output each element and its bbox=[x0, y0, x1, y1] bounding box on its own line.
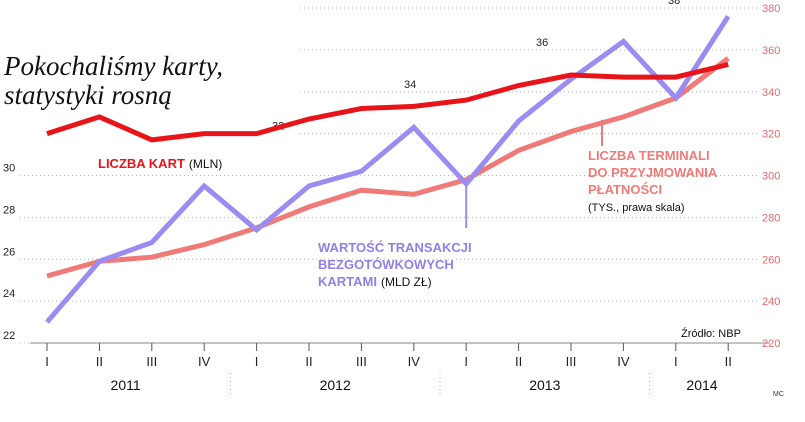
right-tick-label: 340 bbox=[762, 87, 780, 99]
terminals-label-3: PŁATNOŚCI bbox=[588, 182, 662, 197]
terminals-label-1: LICZBA TERMINALI bbox=[588, 148, 710, 163]
transactions-line bbox=[45, 15, 731, 324]
left-tick-label: 24 bbox=[3, 288, 15, 300]
left-tick-label: 38 bbox=[668, 0, 680, 7]
svg-text:LICZBA KART (MLN): LICZBA KART (MLN) bbox=[98, 155, 222, 172]
annotation-transactions: WARTOŚĆ TRANSAKCJI BEZGOTÓWKOWYCH KARTAM… bbox=[318, 240, 472, 290]
quarter-label: II bbox=[305, 354, 312, 369]
transactions-unit: (MLD ZŁ) bbox=[381, 275, 432, 289]
x-axis: I II III IV I II III IV I II III IV I II bbox=[45, 343, 732, 369]
right-axis-ticks: 220 240 260 280 300 320 340 360 380 bbox=[762, 3, 780, 350]
left-tick-label: 34 bbox=[404, 79, 416, 91]
left-tick-label: 28 bbox=[3, 204, 15, 216]
quarter-label: II bbox=[515, 354, 522, 369]
right-tick-label: 240 bbox=[762, 296, 780, 308]
right-tick-label: 300 bbox=[762, 171, 780, 183]
year-label: 2012 bbox=[320, 377, 351, 393]
leader-lines bbox=[465, 119, 603, 228]
left-tick-label: 22 bbox=[3, 330, 15, 342]
year-label: 2013 bbox=[529, 377, 560, 393]
quarter-label: I bbox=[45, 354, 49, 369]
year-label: 2011 bbox=[111, 377, 141, 393]
terminals-line bbox=[46, 56, 730, 279]
terminals-unit: (TYS., prawa skala) bbox=[588, 202, 685, 214]
right-tick-label: 380 bbox=[762, 3, 780, 15]
left-tick-label: 26 bbox=[3, 246, 15, 258]
right-tick-label: 260 bbox=[762, 254, 780, 266]
transactions-label-3: KARTAMI bbox=[318, 274, 377, 289]
quarter-label: III bbox=[566, 354, 577, 369]
cards-unit: (MLN) bbox=[189, 157, 222, 171]
left-tick-label: 36 bbox=[536, 37, 548, 49]
year-labels: 2011 2012 2013 2014 bbox=[111, 373, 718, 396]
right-tick-label: 280 bbox=[762, 212, 780, 224]
transactions-label-1: WARTOŚĆ TRANSAKCJI bbox=[318, 240, 472, 255]
quarter-label: IV bbox=[198, 354, 211, 369]
right-tick-label: 360 bbox=[762, 45, 780, 57]
quarter-label: II bbox=[96, 354, 103, 369]
right-tick-label: 320 bbox=[762, 129, 780, 141]
annotation-terminals: LICZBA TERMINALI DO PRZYJMOWANIA PŁATNOŚ… bbox=[588, 148, 718, 214]
quarter-label: I bbox=[255, 354, 259, 369]
quarter-label: III bbox=[146, 354, 157, 369]
credit-mark: MC bbox=[773, 391, 784, 398]
terminals-label-2: DO PRZYJMOWANIA bbox=[588, 165, 718, 180]
quarter-label: I bbox=[464, 354, 468, 369]
annotation-cards: LICZBA KART (MLN) bbox=[98, 155, 222, 172]
source-note: Źródło: NBP bbox=[681, 327, 741, 340]
right-tick-label: 220 bbox=[762, 338, 780, 350]
quarter-label: IV bbox=[408, 354, 421, 369]
transactions-label-2: BEZGOTÓWKOWYCH bbox=[318, 257, 454, 272]
quarter-label: II bbox=[725, 354, 732, 369]
quarter-label: I bbox=[674, 354, 678, 369]
svg-text:KARTAMI (MLD ZŁ): KARTAMI (MLD ZŁ) bbox=[318, 273, 432, 290]
left-tick-label: 30 bbox=[3, 163, 15, 175]
cards-label: LICZBA KART bbox=[98, 156, 185, 171]
quarter-label: III bbox=[356, 354, 367, 369]
cards-line bbox=[46, 62, 729, 143]
year-label: 2014 bbox=[686, 377, 717, 393]
series-lines bbox=[45, 15, 731, 324]
quarter-label: IV bbox=[617, 354, 630, 369]
title-line-1: Pokochaliśmy karty, bbox=[3, 51, 223, 81]
title-line-2: statystyki rosną bbox=[4, 80, 172, 110]
